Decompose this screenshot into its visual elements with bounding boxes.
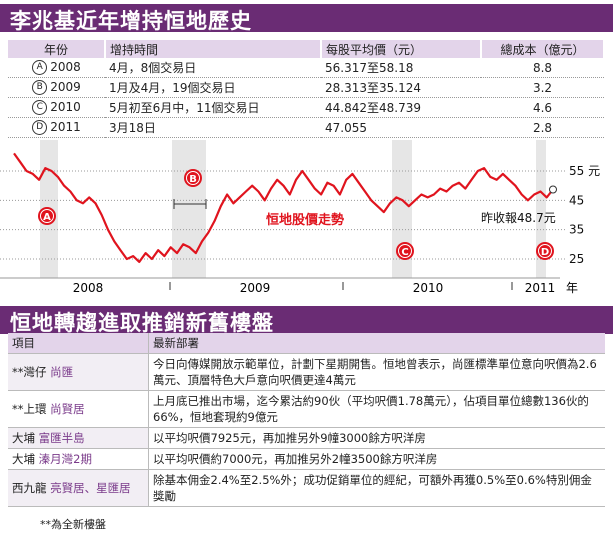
project-deployment: 今日向傳媒開放示範單位，計劃下星期開售。恒地曾表示，尚匯標準單位意向呎價為2.6… (148, 353, 605, 391)
total-cost: 3.2 (481, 77, 604, 98)
col-header-deployment: 最新部署 (148, 333, 605, 354)
year: 2011 (50, 120, 81, 134)
table-row: B 2009 1月及4月，19個交易日 28.313至35.124 3.2 (8, 77, 604, 98)
section-title: 李兆基近年增持恒地歷史 (10, 9, 252, 33)
project-district: 西九龍 (12, 481, 51, 495)
marker-a-icon: A (32, 60, 48, 75)
purchase-time: 3月18日 (105, 117, 321, 138)
year: 2010 (50, 100, 81, 114)
col-header-year: 年份 (8, 40, 106, 58)
purchase-history-table: 年份 增持時間 每股平均價（元） 總成本（億元） A 2008 4月，8個交易日 … (8, 40, 605, 138)
x-tick-label: 2011 (525, 281, 556, 295)
x-tick-label: 年 (566, 281, 578, 295)
marker-c-icon: C (32, 100, 48, 115)
marker-b: B (184, 169, 202, 187)
x-tick-label: 2010 (413, 281, 444, 295)
project-name: 尚匯 (50, 365, 74, 379)
total-cost: 4.6 (481, 97, 604, 118)
project-name: 富匯半島 (38, 431, 85, 445)
col-header-cost: 總成本（億元） (481, 40, 605, 58)
year: 2008 (50, 60, 81, 74)
table-row: **上環 尚賢居 上月底已推出市場，迄今累沽約90伙（平均呎價1.78萬元），佔… (8, 390, 605, 428)
project-district: 大埔 (12, 452, 39, 466)
marker-a-label: A (43, 212, 51, 223)
project-district: **灣仔 (12, 365, 51, 379)
marker-c-label: C (401, 247, 408, 258)
project-district: **上環 (12, 402, 51, 416)
marker-c: C (396, 242, 414, 260)
col-header-time: 增持時間 (105, 40, 322, 58)
purchase-time: 1月及4月，19個交易日 (105, 77, 321, 98)
col-header-project: 項目 (8, 333, 149, 354)
table-row: A 2008 4月，8個交易日 56.317至58.18 8.8 (8, 58, 604, 78)
marker-b-label: B (189, 174, 197, 185)
table-row: C 2010 5月初至6月中，11個交易日 44.842至48.739 4.6 (8, 97, 604, 118)
project-district: 大埔 (12, 431, 39, 445)
marker-d-label: D (541, 247, 549, 258)
table-row: 西九龍 亮賢居、星匯居 除基本佣金2.4%至2.5%外；成功促銷單位的經紀，可額… (8, 469, 605, 507)
series-line-price (13, 152, 554, 264)
table-row: D 2011 3月18日 47.055 2.8 (8, 117, 604, 138)
footnote: **為全新樓盤 (40, 518, 106, 531)
y-tick-label: 55 元 (569, 164, 600, 178)
year: 2009 (50, 80, 81, 94)
y-tick-label: 35 (569, 223, 584, 237)
marker-d: D (536, 242, 554, 260)
marker-b-icon: B (32, 80, 48, 95)
period-band-d (536, 140, 546, 278)
project-deployment: 上月底已推出市場，迄今累沽約90伙（平均呎價1.78萬元），佔項目單位總數136… (148, 390, 605, 428)
period-band-b (172, 140, 206, 278)
chart-title: 恒地股價走勢 (266, 212, 344, 228)
section-banner-history: 李兆基近年增持恒地歷史 (0, 4, 613, 33)
total-cost: 8.8 (481, 58, 604, 78)
total-cost: 2.8 (481, 117, 604, 138)
table-row: 大埔 富匯半島 以平均呎價7925元，再加推另外9幢3000餘方呎洋房 (8, 427, 605, 449)
table-row: **灣仔 尚匯 今日向傳媒開放示範單位，計劃下星期開售。恒地曾表示，尚匯標準單位… (8, 353, 605, 391)
marker-d-icon: D (32, 120, 48, 135)
x-tick-label: 2009 (240, 281, 271, 295)
project-deployment: 以平均呎價約7000元，再加推另外2幢3500餘方呎洋房 (148, 448, 605, 470)
marker-a: A (38, 207, 56, 225)
project-name: 亮賢居、星匯居 (50, 481, 131, 495)
section-title: 恒地轉趨進取推銷新舊樓盤 (10, 311, 274, 335)
table-row: 大埔 溱月灣2期 以平均呎價約7000元，再加推另外2幢3500餘方呎洋房 (8, 448, 605, 470)
last-close-annotation: 昨收報48.7元 (481, 211, 556, 225)
avg-price: 28.313至35.124 (321, 77, 481, 98)
project-name: 尚賢居 (50, 402, 85, 416)
x-tick-label: 2008 (73, 281, 104, 295)
y-tick-label: 45 (569, 193, 584, 207)
project-name: 溱月灣2期 (38, 452, 92, 466)
y-tick-label: 25 (569, 252, 584, 266)
section-banner-projects: 恒地轉趨進取推銷新舊樓盤 (0, 306, 613, 335)
project-deployment: 除基本佣金2.4%至2.5%外；成功促銷單位的經紀，可額外再獲0.5%至0.6%… (148, 469, 605, 507)
purchase-time: 4月，8個交易日 (105, 58, 321, 78)
last-close-point (549, 185, 557, 194)
project-deployment: 以平均呎價7925元，再加推另外9幢3000餘方呎洋房 (148, 427, 605, 449)
avg-price: 47.055 (321, 117, 481, 138)
col-header-price: 每股平均價（元） (321, 40, 482, 58)
avg-price: 44.842至48.739 (321, 97, 481, 118)
projects-table: 項目 最新部署 **灣仔 尚匯 今日向傳媒開放示範單位，計劃下星期開售。恒地曾表… (8, 333, 605, 507)
purchase-time: 5月初至6月中，11個交易日 (105, 97, 321, 118)
avg-price: 56.317至58.18 (321, 58, 481, 78)
